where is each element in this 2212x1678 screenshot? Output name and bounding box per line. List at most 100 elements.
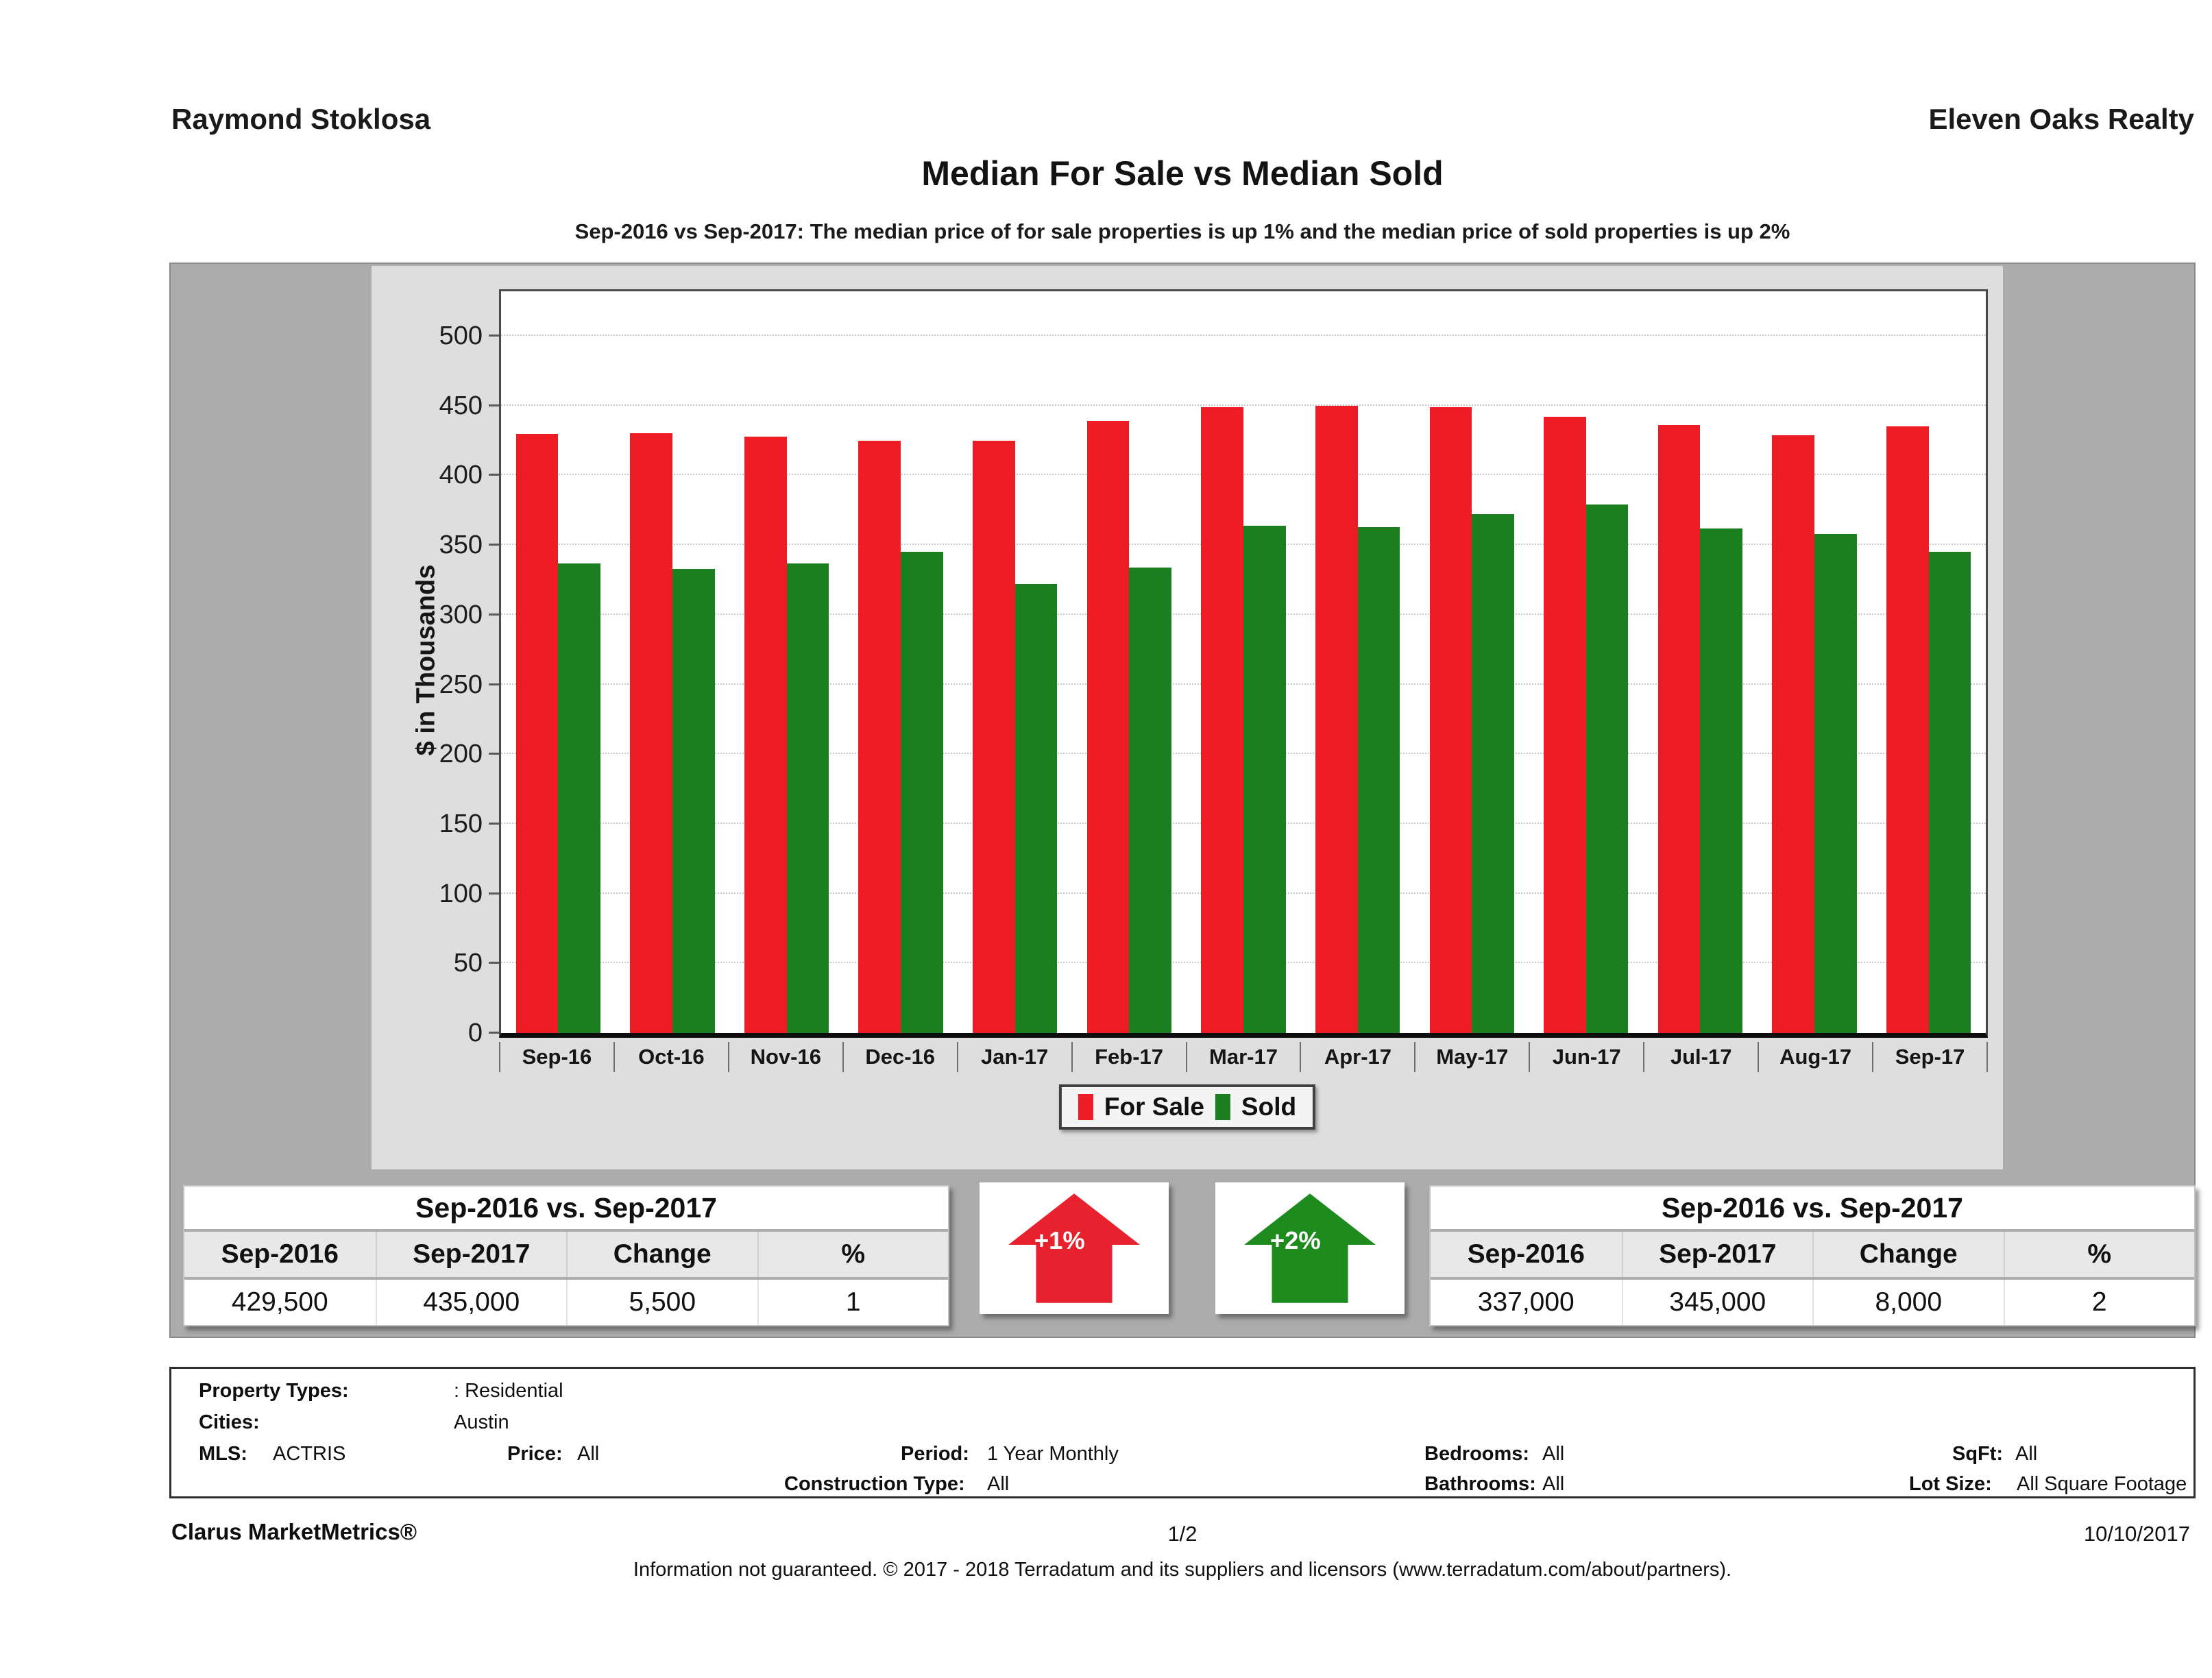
property-types-label: Property Types: bbox=[199, 1380, 349, 1402]
for-sale-change-arrow-box: +1% bbox=[980, 1182, 1169, 1314]
mls-value: ACTRIS bbox=[273, 1443, 346, 1465]
footer-page-number: 1/2 bbox=[1167, 1522, 1198, 1546]
sold-bar-Dec-16 bbox=[901, 552, 943, 1033]
table-header-row: Sep-2016 Sep-2017 Change % bbox=[1431, 1232, 2194, 1280]
x-tick-label: Nov-16 bbox=[727, 1042, 842, 1072]
y-tick-mark bbox=[489, 1032, 499, 1034]
sold-bar-Jan-17 bbox=[1014, 584, 1058, 1033]
period-value: 1 Year Monthly bbox=[987, 1443, 1119, 1465]
price-value: All bbox=[577, 1443, 600, 1465]
y-tick-mark bbox=[489, 683, 499, 685]
chart-panel: $ in Thousands 0 50 100 150 200 250 300 350 400 4… bbox=[169, 263, 2196, 1338]
x-tick-label: Aug-17 bbox=[1758, 1042, 1872, 1072]
sold-change-arrow-box: +2% bbox=[1215, 1182, 1405, 1314]
sold-bar-Oct-16 bbox=[672, 568, 715, 1033]
col-header: Sep-2016 bbox=[221, 1239, 339, 1269]
construction-type-value: All bbox=[987, 1473, 1010, 1495]
construction-type-label: Construction Type: bbox=[784, 1473, 965, 1495]
bar-group-Jun-17 bbox=[1529, 291, 1643, 1033]
period-label: Period: bbox=[901, 1443, 969, 1465]
bathrooms-value: All bbox=[1542, 1473, 1565, 1495]
company-name: Eleven Oaks Realty bbox=[1928, 103, 2194, 135]
sqft-label: SqFt: bbox=[1952, 1443, 2004, 1465]
gridline bbox=[501, 404, 1986, 406]
x-axis-labels: Sep-16 Oct-16 Nov-16 Dec-16 Jan-17 Feb-17 Mar-… bbox=[499, 1042, 1988, 1072]
property-types-value: : Residential bbox=[454, 1380, 563, 1402]
bar-group-Sep-17 bbox=[1871, 291, 1986, 1033]
cell-change: 8,000 bbox=[1812, 1280, 2004, 1325]
cities-value: Austin bbox=[454, 1411, 509, 1433]
for-sale-bar-Jul-17 bbox=[1657, 425, 1701, 1033]
for-sale-bar-Oct-16 bbox=[630, 433, 672, 1033]
y-tick-label: 100 bbox=[439, 879, 483, 908]
bedrooms-label: Bedrooms: bbox=[1424, 1443, 1530, 1465]
bar-group-Sep-16 bbox=[501, 291, 616, 1033]
bar-group-Jul-17 bbox=[1643, 291, 1758, 1033]
chart-area: $ in Thousands 0 50 100 150 200 250 300 350 400 4… bbox=[372, 266, 2003, 1169]
sold-bar-Jun-17 bbox=[1585, 504, 1629, 1033]
for-sale-bar-Nov-16 bbox=[744, 436, 787, 1033]
col-header: % bbox=[757, 1232, 949, 1277]
table-row: 429,500 435,000 5,500 1 bbox=[184, 1280, 948, 1325]
y-tick-label: 200 bbox=[439, 740, 483, 769]
sold-swatch-icon bbox=[1215, 1094, 1230, 1120]
for-sale-bar-Sep-16 bbox=[515, 434, 559, 1033]
bar-group-Aug-17 bbox=[1758, 291, 1872, 1033]
y-tick-label: 300 bbox=[439, 600, 483, 629]
y-tick-mark bbox=[489, 613, 499, 616]
x-tick-label: Mar-17 bbox=[1185, 1042, 1300, 1072]
sold-bar-Mar-17 bbox=[1243, 525, 1286, 1033]
for-sale-bar-Apr-17 bbox=[1315, 405, 1358, 1033]
y-tick-label: 400 bbox=[439, 461, 483, 490]
up-arrow-icon: +2% bbox=[1244, 1193, 1376, 1303]
cell-sep2016: 429,500 bbox=[231, 1287, 328, 1317]
col-header: Change bbox=[1812, 1232, 2004, 1277]
y-tick-label: 150 bbox=[439, 809, 483, 838]
up-arrow-icon: +1% bbox=[1008, 1193, 1140, 1303]
y-tick-mark bbox=[489, 474, 499, 476]
agent-name: Raymond Stoklosa bbox=[171, 103, 431, 135]
sqft-value: All bbox=[2015, 1443, 2038, 1465]
for-sale-bar-Aug-17 bbox=[1772, 435, 1814, 1033]
bar-group-Nov-16 bbox=[729, 291, 844, 1033]
table-title: Sep-2016 vs. Sep-2017 bbox=[184, 1187, 948, 1232]
page-subtitle: Sep-2016 vs Sep-2017: The median price o… bbox=[574, 219, 1790, 243]
y-tick-label: 450 bbox=[439, 391, 483, 420]
filter-info-box: Property Types: : Residential Cities: Au… bbox=[169, 1367, 2196, 1498]
bedrooms-value: All bbox=[1542, 1443, 1565, 1465]
for-sale-bar-May-17 bbox=[1429, 406, 1472, 1033]
cell-percent: 1 bbox=[757, 1280, 949, 1325]
x-tick-label: Oct-16 bbox=[613, 1042, 728, 1072]
x-tick-label: Feb-17 bbox=[1071, 1042, 1186, 1072]
bars-layer bbox=[501, 291, 1986, 1033]
bar-group-Feb-17 bbox=[1072, 291, 1187, 1033]
footer-disclaimer: Information not guaranteed. © 2017 - 201… bbox=[633, 1559, 1732, 1581]
col-header: Sep-2016 bbox=[1467, 1239, 1585, 1269]
y-tick-mark bbox=[489, 962, 499, 964]
bar-group-May-17 bbox=[1415, 291, 1529, 1033]
col-header: % bbox=[2003, 1232, 2195, 1277]
sold-bar-Sep-17 bbox=[1928, 552, 1971, 1033]
x-tick-label: Sep-17 bbox=[1872, 1042, 1988, 1072]
cell-sep2016: 337,000 bbox=[1477, 1287, 1575, 1317]
for-sale-bar-Dec-16 bbox=[858, 440, 901, 1033]
sold-bar-May-17 bbox=[1472, 514, 1514, 1033]
table-title: Sep-2016 vs. Sep-2017 bbox=[1431, 1187, 2194, 1232]
cell-sep2017: 345,000 bbox=[1621, 1280, 1813, 1325]
y-tick-mark bbox=[489, 822, 499, 825]
y-tick-label: 250 bbox=[439, 670, 483, 699]
cell-change: 5,500 bbox=[566, 1280, 757, 1325]
y-axis: 0 50 100 150 200 250 300 350 400 450 500 bbox=[372, 291, 489, 1047]
sold-change-percent: +2% bbox=[1270, 1226, 1321, 1254]
y-tick-label: 0 bbox=[467, 1019, 483, 1047]
price-label: Price: bbox=[507, 1443, 563, 1465]
x-tick-label: May-17 bbox=[1414, 1042, 1529, 1072]
bar-group-Mar-17 bbox=[1187, 291, 1301, 1033]
legend-for-sale-label: For Sale bbox=[1104, 1093, 1204, 1121]
x-tick-label: Dec-16 bbox=[842, 1042, 957, 1072]
x-tick-label: Jul-17 bbox=[1643, 1042, 1758, 1072]
table-header-row: Sep-2016 Sep-2017 Change % bbox=[184, 1232, 948, 1280]
sold-summary-table: Sep-2016 vs. Sep-2017 Sep-2016 Sep-2017 … bbox=[1429, 1185, 2196, 1326]
for-sale-summary-table: Sep-2016 vs. Sep-2017 Sep-2016 Sep-2017 … bbox=[183, 1185, 949, 1326]
